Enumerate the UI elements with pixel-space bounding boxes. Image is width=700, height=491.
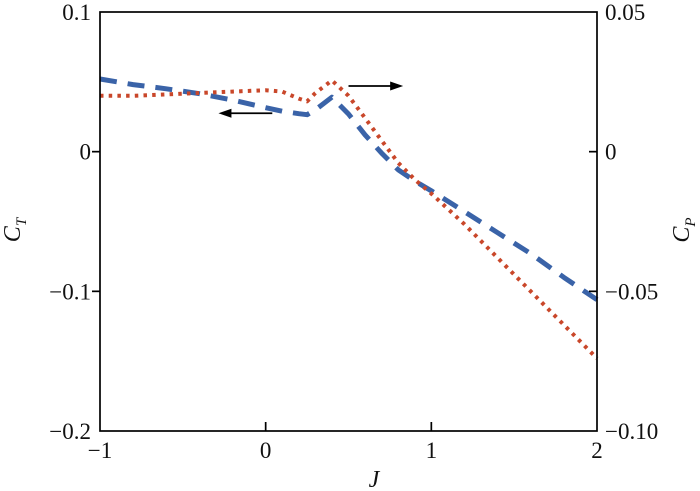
right-axis-tick-label: −0.05 [605, 279, 658, 304]
left-axis-tick-label: −0.2 [49, 419, 91, 444]
right-axis-title: CP [669, 217, 699, 242]
left-arrow-head-icon [218, 108, 232, 118]
right-axis-tick-label: 0 [605, 140, 617, 165]
x-axis-tick-label: 0 [260, 438, 272, 463]
left-axis-tick-label: −0.1 [49, 279, 91, 304]
left-axis-tick-label: 0 [80, 140, 92, 165]
x-axis-tick-label: 1 [426, 438, 438, 463]
left-axis-tick-label: 0.1 [62, 0, 91, 25]
x-axis-title: J [369, 467, 381, 491]
ct-dashed-series-line [99, 76, 599, 302]
right-arrow-head-icon [390, 81, 404, 91]
left-axis-title-subscript: T [14, 216, 30, 226]
right-axis-tick-label: 0.05 [605, 0, 645, 25]
left-axis-title: CT [0, 216, 30, 242]
right-axis-title-subscript: P [683, 217, 699, 227]
x-axis-tick-label: −1 [88, 438, 112, 463]
x-axis-tick-label: 2 [591, 438, 603, 463]
plot-border [99, 11, 598, 432]
cp-dotted-series-line [100, 78, 599, 360]
right-axis-tick-label: −0.10 [605, 419, 658, 444]
